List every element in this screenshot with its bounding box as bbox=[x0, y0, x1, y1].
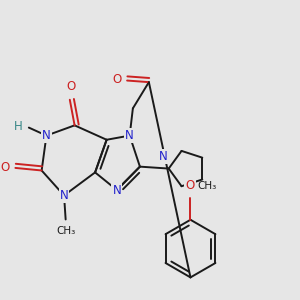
Text: CH₃: CH₃ bbox=[198, 181, 217, 191]
Text: N: N bbox=[60, 189, 68, 202]
Text: O: O bbox=[0, 161, 10, 174]
Text: CH₃: CH₃ bbox=[56, 226, 75, 236]
Text: O: O bbox=[112, 74, 121, 86]
Text: H: H bbox=[14, 121, 23, 134]
Text: N: N bbox=[159, 150, 168, 163]
Text: N: N bbox=[125, 129, 134, 142]
Text: N: N bbox=[112, 184, 121, 196]
Text: O: O bbox=[66, 80, 75, 93]
Text: O: O bbox=[185, 178, 194, 192]
Text: N: N bbox=[42, 129, 51, 142]
